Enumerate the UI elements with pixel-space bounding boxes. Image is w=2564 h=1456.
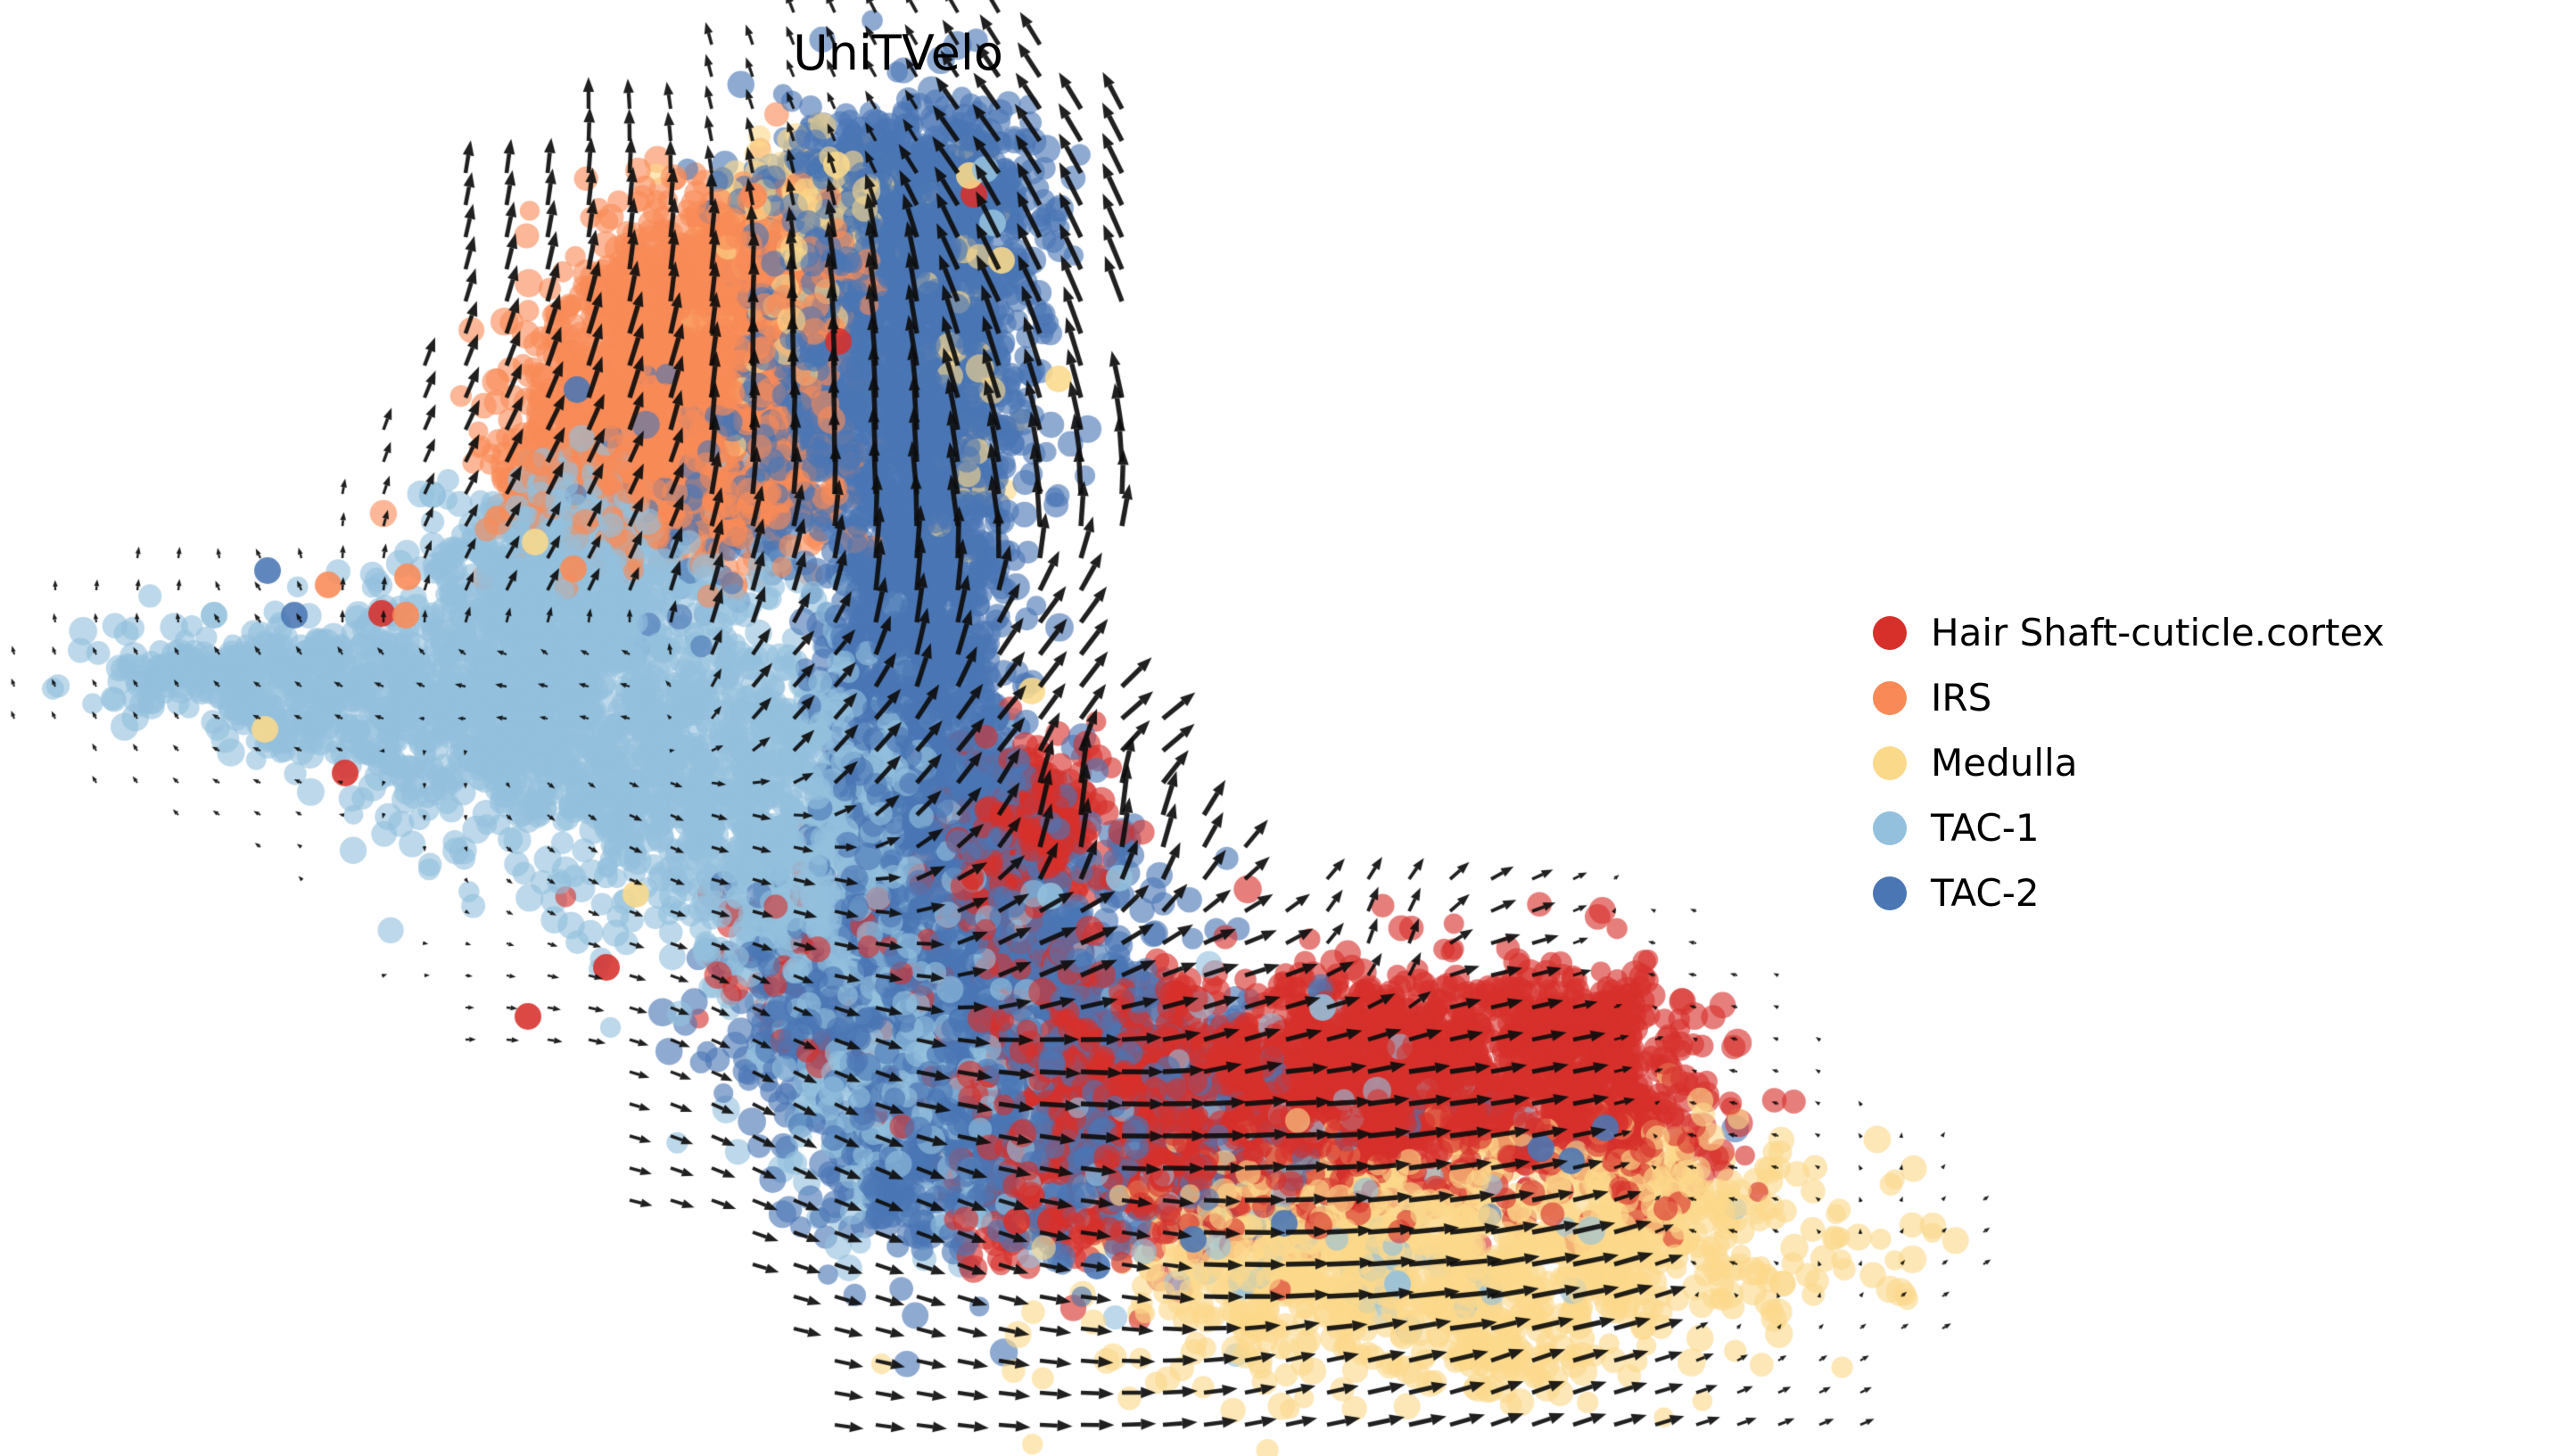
legend-item-medulla: Medulla (1873, 730, 2385, 795)
legend-marker-hair-shaft (1873, 615, 1907, 650)
legend-label: TAC-1 (1931, 805, 2040, 850)
legend-item-irs: IRS (1873, 665, 2385, 730)
legend-marker-tac-2 (1873, 876, 1907, 910)
legend-label: TAC-2 (1931, 870, 2040, 915)
legend-label: Hair Shaft-cuticle.cortex (1931, 610, 2385, 654)
legend-label: Medulla (1931, 740, 2078, 785)
legend-marker-tac-1 (1873, 810, 1907, 845)
legend-label: IRS (1931, 675, 1992, 720)
legend: Hair Shaft-cuticle.cortex IRS Medulla TA… (1873, 600, 2385, 925)
legend-item-tac-2: TAC-2 (1873, 860, 2385, 925)
legend-marker-irs (1873, 680, 1907, 715)
legend-item-tac-1: TAC-1 (1873, 795, 2385, 860)
legend-item-hair-shaft: Hair Shaft-cuticle.cortex (1873, 600, 2385, 665)
legend-marker-medulla (1873, 745, 1907, 780)
chart-title: UniTVelo (793, 25, 1003, 81)
